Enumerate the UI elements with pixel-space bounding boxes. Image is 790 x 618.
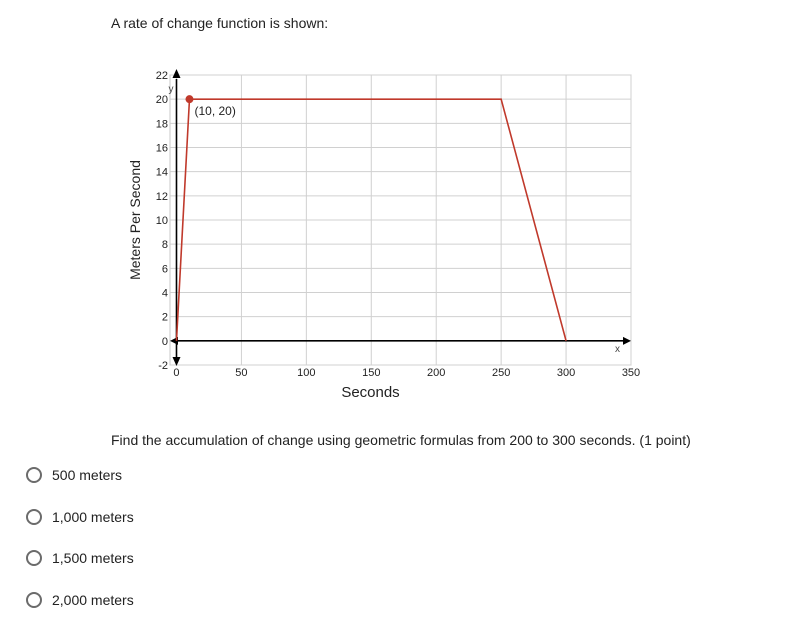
y-tick-label: 2 — [162, 312, 168, 324]
y-tick-label: 6 — [162, 263, 168, 275]
option-500-meters[interactable]: 500 meters — [26, 467, 122, 483]
y-tick-label: 16 — [156, 143, 168, 155]
x-tick-label: 300 — [557, 367, 575, 379]
x-tick-label: 150 — [362, 367, 380, 379]
option-1500-meters[interactable]: 1,500 meters — [26, 550, 134, 566]
y-tick-label: 8 — [162, 239, 168, 251]
y-tick-label: 22 — [156, 70, 168, 82]
x-axis-arrow-right — [623, 336, 631, 345]
radio-button[interactable] — [26, 592, 42, 608]
rate-of-change-chart: x y 0 50 100 150 200 250 300 350 -2 0 2 4 6 8 10 12 14 16 18… — [127, 69, 640, 401]
y-tick-label: 14 — [156, 167, 168, 179]
y-axis-arrow-up — [172, 69, 181, 78]
y-tick-label: 18 — [156, 118, 168, 130]
y-tick-label: 10 — [156, 215, 168, 227]
x-tick-label: 100 — [297, 367, 315, 379]
question-text: Find the accumulation of change using ge… — [111, 432, 691, 448]
y-axis-letter: y — [168, 84, 173, 95]
radio-button[interactable] — [26, 550, 42, 566]
prompt-text: A rate of change function is shown: — [111, 15, 329, 31]
radio-button[interactable] — [26, 509, 42, 525]
x-tick-label: 250 — [492, 367, 510, 379]
y-axis-title: Meters Per Second — [127, 160, 143, 280]
option-1000-meters[interactable]: 1,000 meters — [26, 509, 134, 525]
option-label: 500 meters — [52, 467, 123, 483]
x-tick-label: 50 — [235, 367, 247, 379]
x-tick-label: 350 — [622, 367, 640, 379]
y-tick-label: 4 — [162, 288, 168, 300]
x-tick-label: 0 — [173, 367, 179, 379]
option-label: 2,000 meters — [52, 592, 134, 608]
y-tick-label: 12 — [156, 191, 168, 203]
x-tick-label: 200 — [427, 367, 445, 379]
point-label-background — [192, 102, 239, 120]
option-label: 1,000 meters — [52, 509, 134, 525]
x-axis-letter: x — [615, 344, 620, 355]
y-tick-label: -2 — [158, 360, 168, 372]
y-tick-label: 0 — [162, 336, 168, 348]
point-label: (10, 20) — [194, 104, 235, 118]
y-tick-label: 20 — [156, 94, 168, 106]
option-2000-meters[interactable]: 2,000 meters — [26, 592, 134, 608]
y-axis-arrow-down — [172, 357, 181, 366]
highlight-point — [185, 95, 194, 104]
option-label: 1,500 meters — [52, 550, 134, 566]
series-line — [175, 98, 567, 342]
radio-button[interactable] — [26, 467, 42, 483]
x-axis-title: Seconds — [341, 384, 399, 401]
